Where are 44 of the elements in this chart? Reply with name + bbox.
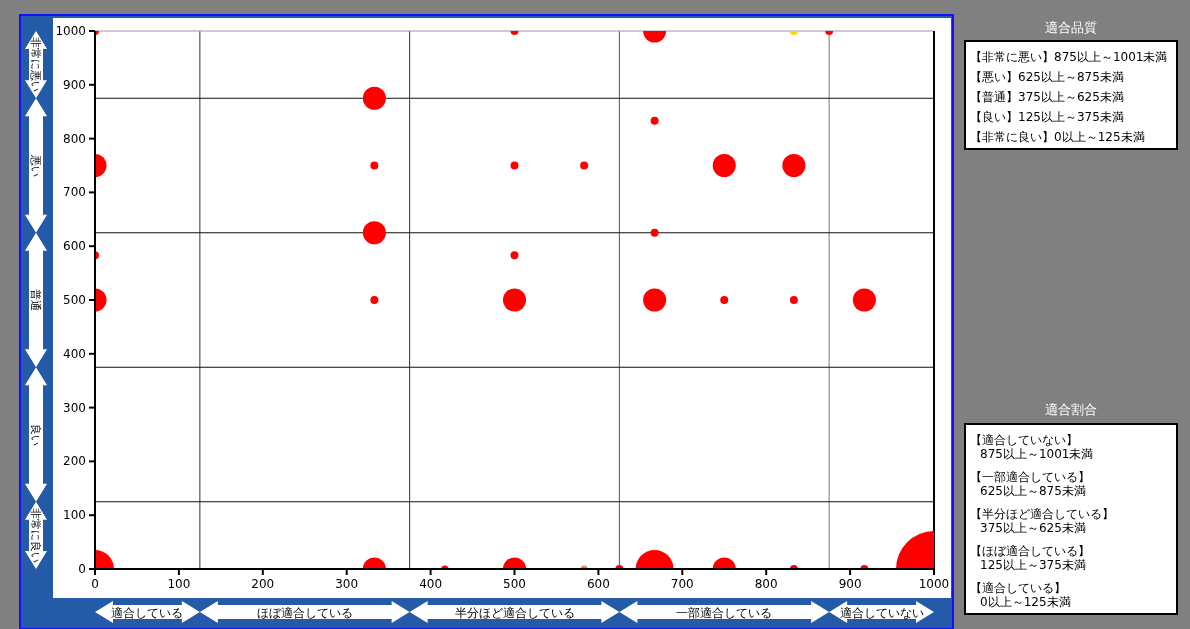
text: 【適合している】 0以上～125未満 — [970, 581, 1071, 609]
y-tick-label: 100 — [63, 508, 86, 523]
y-tick-label: 700 — [63, 185, 86, 200]
y-tick-label: 200 — [63, 454, 86, 469]
y-tick-label: 300 — [63, 400, 86, 415]
text: 【普通】375以上～625未満 — [970, 90, 1124, 104]
text: ほぼ適合している — [256, 605, 353, 620]
text: 適合している — [111, 605, 184, 620]
y-tick-label: 900 — [63, 77, 86, 92]
text: 悪い — [29, 153, 42, 177]
text: 普通 — [29, 289, 42, 311]
text: 非常に良い — [29, 507, 42, 563]
x-tick-label: 600 — [586, 577, 610, 591]
y-tick-label: 800 — [63, 131, 86, 146]
x-tick-label: 900 — [838, 577, 862, 591]
y-tick-label: 0 — [78, 562, 86, 576]
x-tick-label: 300 — [335, 577, 359, 591]
text: 【非常に良い】0以上～125未満 — [970, 130, 1145, 144]
x-tick-label: 0 — [91, 577, 99, 591]
x-tick-label: 200 — [251, 577, 275, 591]
text: 一部適合している — [676, 605, 773, 620]
text: 良い — [29, 423, 42, 446]
x-tick-label: 1000 — [918, 577, 950, 591]
text: 【一部適合している】 625以上～875未満 — [970, 470, 1090, 498]
text: 適合割合 — [1045, 402, 1097, 417]
text: 半分ほど適合している — [454, 605, 575, 620]
text: 【適合していない】 875以上～1001未満 — [970, 433, 1094, 461]
x-tick-label: 500 — [503, 577, 526, 591]
text: 非常に悪い — [29, 37, 42, 93]
text: 【良い】125以上～375未満 — [970, 110, 1124, 124]
text: 【非常に悪い】875以上～1001未満 — [970, 50, 1168, 64]
x-tick-label: 400 — [419, 577, 443, 591]
y-tick-label: 500 — [63, 293, 86, 307]
y-tick-label: 400 — [63, 346, 86, 361]
x-tick-label: 700 — [670, 577, 694, 591]
text: 【悪い】625以上～875未満 — [970, 70, 1124, 84]
y-tick-label: 600 — [63, 239, 86, 254]
y-tick-label: 1000 — [55, 24, 86, 38]
text: 適合していない — [839, 605, 924, 620]
text: 【半分ほど適合している】 375以上～625未満 — [970, 507, 1114, 535]
text: 適合品質 — [1045, 20, 1097, 35]
x-tick-label: 800 — [754, 577, 778, 591]
text: 【ほぼ適合している】 125以上～375未満 — [970, 544, 1090, 572]
x-tick-label: 100 — [167, 577, 191, 591]
